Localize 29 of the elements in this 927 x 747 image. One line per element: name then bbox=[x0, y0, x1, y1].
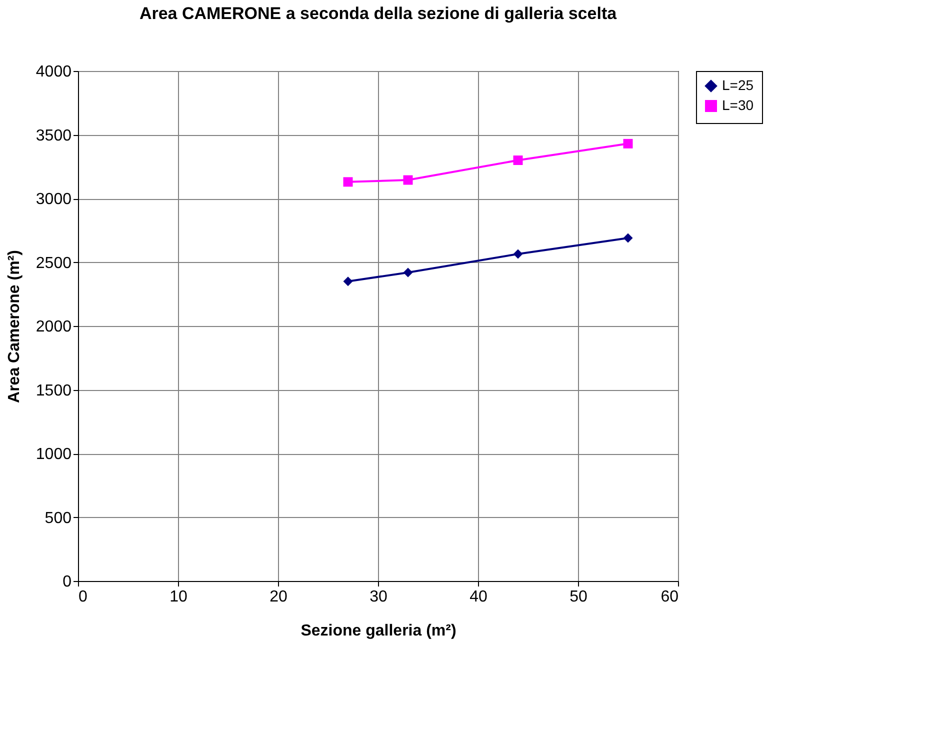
point bbox=[623, 138, 633, 148]
y-tick-label: 1000 bbox=[36, 446, 72, 463]
x-tick-label: 0 bbox=[78, 588, 88, 606]
point bbox=[513, 249, 523, 259]
y-tick-label: 3000 bbox=[36, 191, 72, 208]
legend-label: L=30 bbox=[722, 97, 754, 113]
point bbox=[343, 276, 353, 286]
x-tick-label: 60 bbox=[660, 588, 679, 606]
point bbox=[513, 156, 523, 165]
point bbox=[403, 268, 413, 278]
y-tick-label: 2500 bbox=[36, 254, 72, 272]
y-axis-title: Area Camerone (m²) bbox=[6, 250, 23, 403]
x-tick-label: 30 bbox=[370, 588, 388, 606]
x-tick-label: 40 bbox=[470, 588, 488, 606]
y-tick-label: 4000 bbox=[36, 64, 72, 80]
x-tick-label: 20 bbox=[270, 588, 288, 606]
chart-title: Area CAMERONE a seconda della sezione di galleria scelta bbox=[139, 4, 618, 23]
y-tick-label: 0 bbox=[62, 574, 72, 590]
legend-label: L=25 bbox=[722, 77, 754, 93]
y-tick-label: 2000 bbox=[36, 318, 72, 336]
x-axis-title: Sezione galleria (m²) bbox=[300, 622, 456, 640]
point bbox=[403, 175, 413, 185]
x-tick-label: 10 bbox=[170, 588, 188, 606]
y-tick-label: 500 bbox=[44, 510, 72, 527]
x-tick-label: 50 bbox=[570, 588, 588, 606]
y-tick-label: 1500 bbox=[36, 382, 72, 400]
y-tick-label: 3500 bbox=[36, 127, 72, 144]
point bbox=[623, 233, 633, 243]
point bbox=[343, 177, 353, 187]
